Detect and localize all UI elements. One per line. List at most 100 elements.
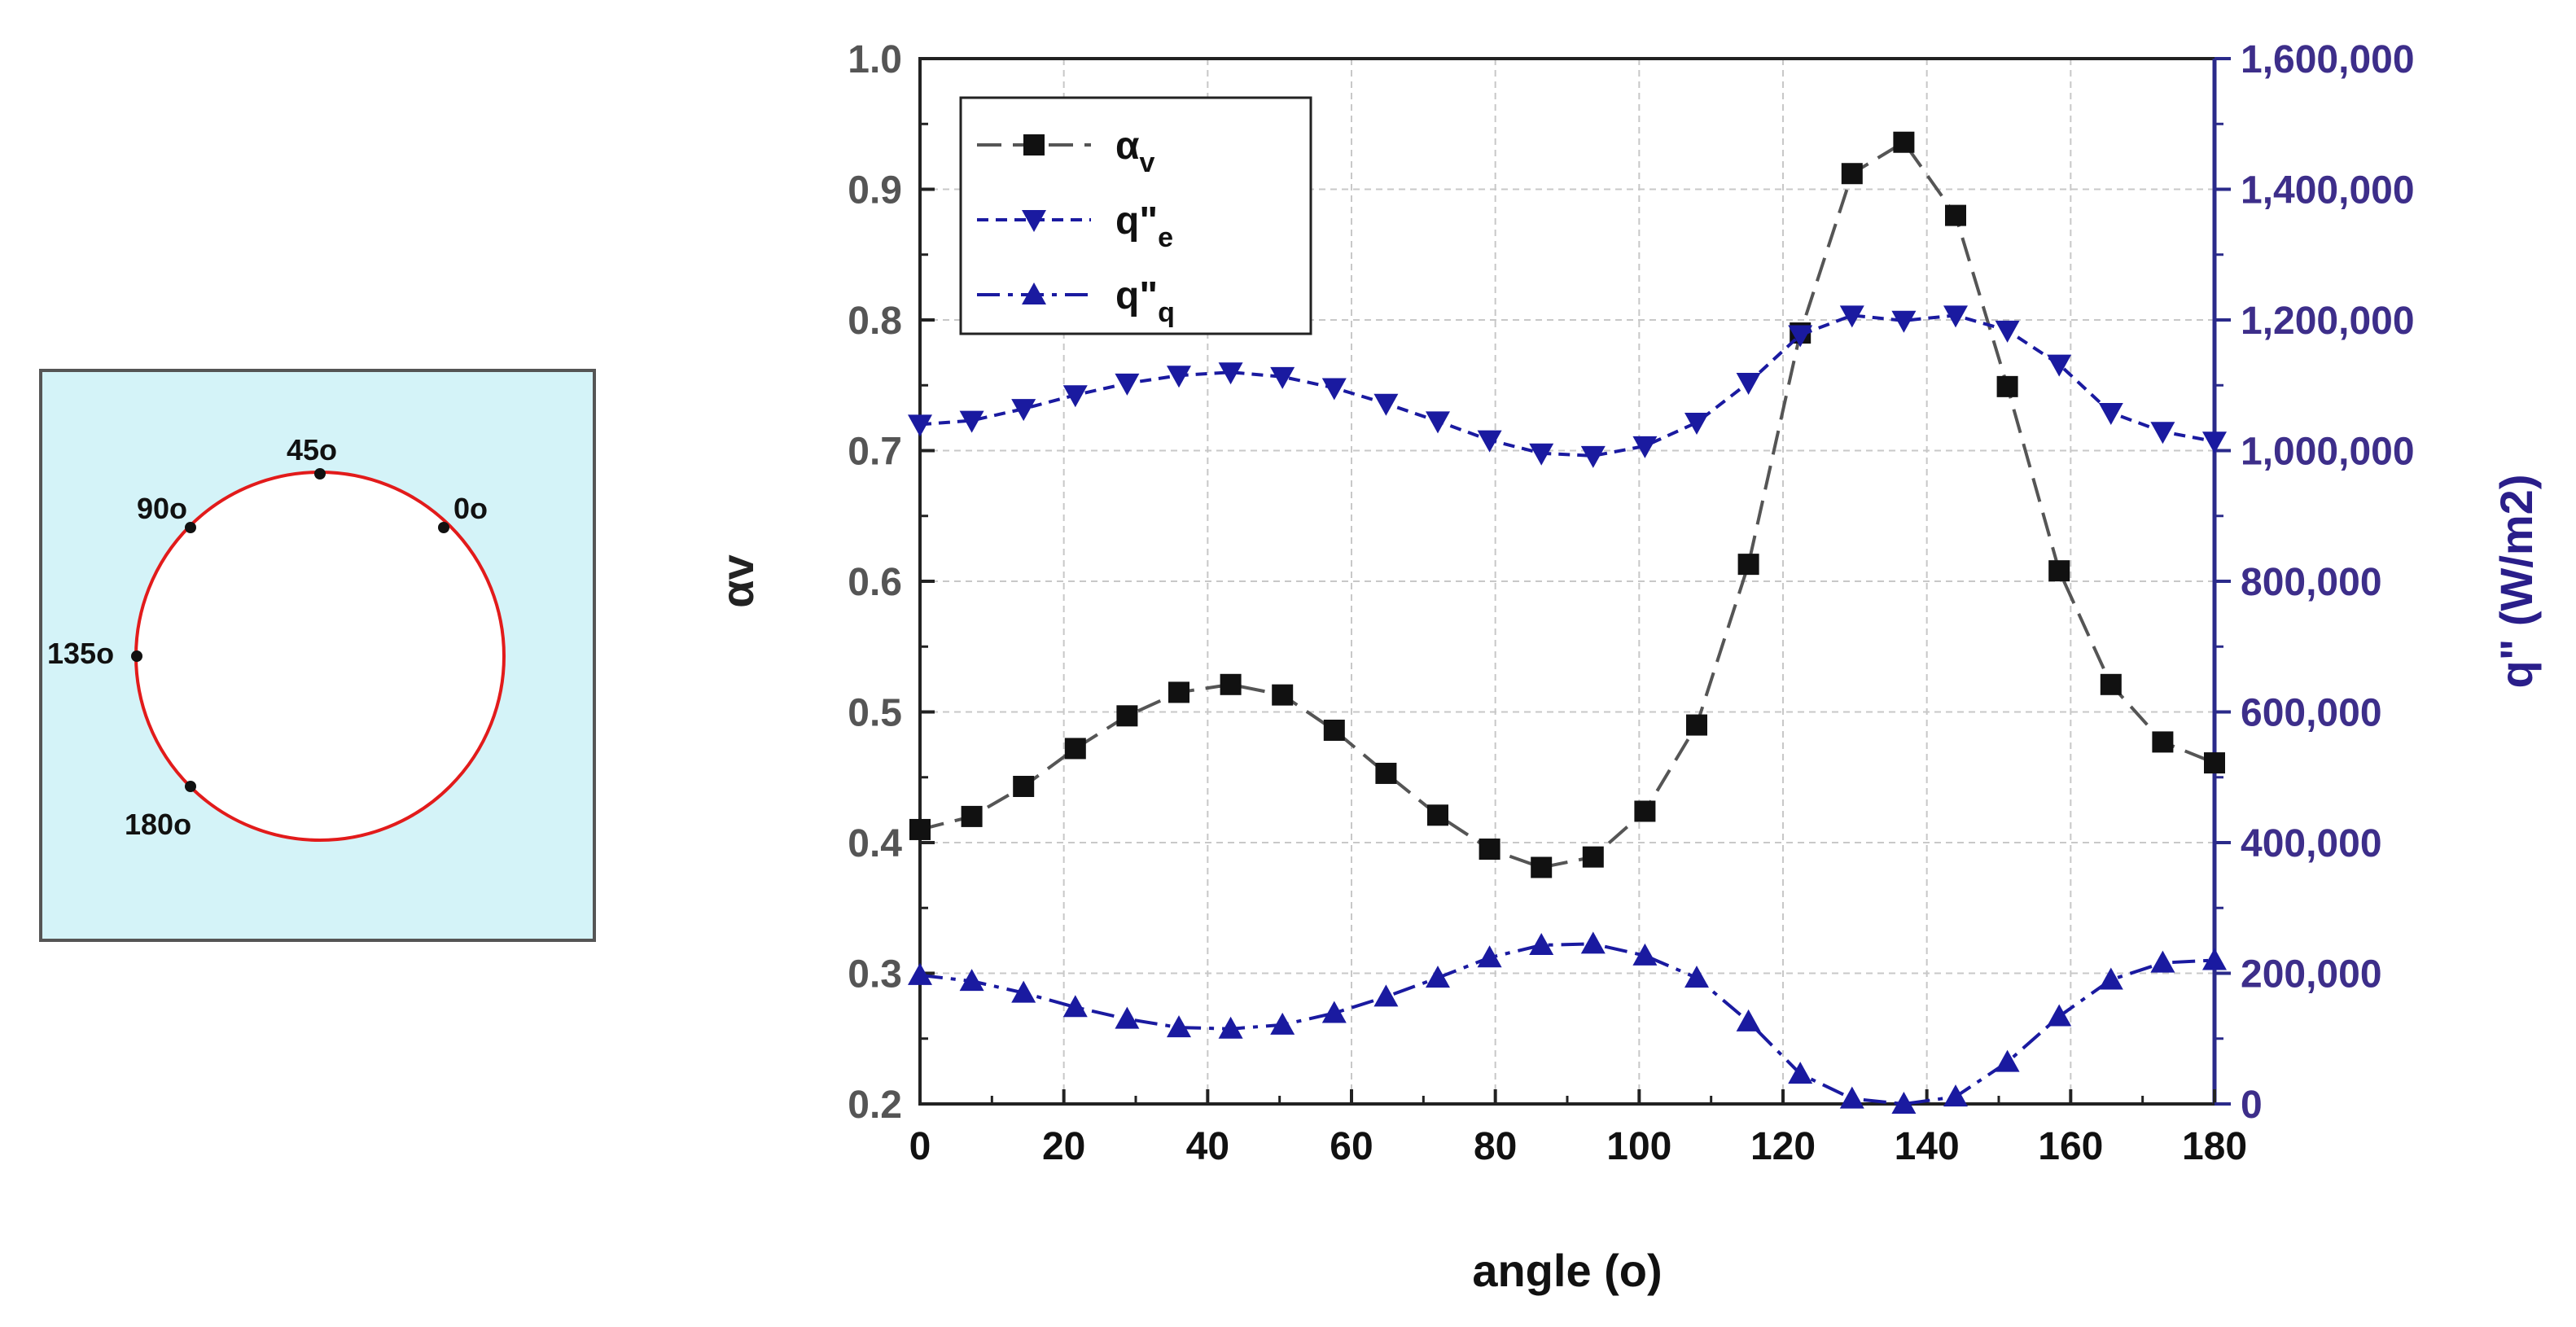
data-point [2100, 673, 2122, 695]
data-point [1167, 366, 1191, 388]
data-point [1582, 846, 1604, 868]
y-left-tick-label: 0.7 [848, 431, 902, 474]
data-point [1477, 430, 1502, 453]
x-axis-title: angle (o) [1472, 1245, 1662, 1296]
label-180: 180o [125, 808, 191, 841]
data-point [1943, 305, 1968, 328]
marker-dot-90 [185, 522, 196, 533]
data-point [2202, 948, 2227, 970]
data-point [1426, 411, 1450, 434]
data-point [1580, 445, 1606, 468]
legend-label: αv [1115, 125, 1155, 178]
label-90: 90o [137, 492, 187, 525]
x-tick-label: 20 [1042, 1125, 1085, 1168]
data-point [1891, 310, 1917, 333]
data-point [1218, 362, 1243, 385]
data-point [1062, 385, 1088, 408]
data-point [1686, 714, 1707, 736]
data-point [1064, 738, 1086, 760]
label-0: 0o [453, 492, 488, 525]
x-tick-label: 100 [1606, 1125, 1671, 1168]
data-point [1011, 980, 1036, 1003]
y-left-tick-label: 0.5 [848, 692, 902, 735]
marker-dot-45 [314, 468, 326, 480]
series-1 [908, 305, 2227, 468]
data-point [1839, 305, 1864, 328]
x-tick-label: 0 [909, 1125, 931, 1168]
data-point [961, 805, 983, 827]
y-right-tick-label: 1,200,000 [2241, 300, 2415, 343]
data-point [1270, 366, 1295, 389]
y-right-tick-label: 1,600,000 [2241, 38, 2415, 81]
y-left-tick-label: 0.6 [848, 561, 902, 604]
data-point [1427, 804, 1448, 826]
x-tick-label: 160 [2038, 1125, 2103, 1168]
data-point [1321, 1001, 1347, 1023]
y-left-tick-label: 0.3 [848, 953, 902, 996]
data-point [959, 410, 984, 433]
y-right-tick-label: 400,000 [2241, 822, 2382, 865]
series-line [919, 313, 2215, 458]
x-tick-label: 120 [1750, 1125, 1816, 1168]
data-point [1270, 1012, 1295, 1035]
legend-marker [1022, 282, 1046, 304]
data-point [1788, 325, 1813, 348]
series-layer [908, 131, 2227, 1114]
legend-label: q"e [1115, 199, 1173, 253]
data-point [909, 818, 931, 840]
data-point [1841, 163, 1863, 185]
y-right-axis-title: q" (W/m2) [2491, 475, 2542, 689]
data-point [1891, 1092, 1917, 1114]
data-point [1426, 966, 1450, 988]
y-right-tick-label: 200,000 [2241, 953, 2382, 996]
inset-diagram: 45o 90o 0o 135o 180o [39, 369, 596, 942]
data-point [2150, 422, 2175, 445]
x-tick-label: 80 [1474, 1125, 1517, 1168]
y-right-tick-label: 0 [2241, 1084, 2263, 1127]
data-point [1168, 681, 1189, 703]
data-point [1272, 684, 1294, 706]
marker-dot-180 [185, 781, 196, 792]
y-left-tick-label: 0.2 [848, 1084, 902, 1127]
data-point [1995, 1049, 2020, 1072]
y-left-tick-label: 0.4 [848, 822, 902, 865]
data-point [959, 969, 984, 992]
data-point [1996, 375, 2018, 397]
data-point [1373, 393, 1399, 416]
x-tick-label: 180 [2182, 1125, 2247, 1168]
series-line [919, 140, 2215, 869]
legend-item: q"q [977, 274, 1175, 328]
data-point [1479, 839, 1500, 861]
data-point [2047, 354, 2072, 377]
legend: αv q"e q"q [959, 96, 1312, 335]
data-point [1531, 856, 1553, 878]
data-point [1115, 373, 1140, 396]
data-point [1375, 762, 1397, 784]
data-point [2098, 967, 2123, 990]
data-point [1995, 320, 2020, 343]
data-point [1529, 443, 1554, 466]
data-point [2048, 560, 2070, 582]
data-point [1011, 399, 1036, 422]
data-point [1220, 673, 1242, 695]
y-right-tick-label: 1,400,000 [2241, 169, 2415, 212]
data-point [1116, 705, 1138, 727]
data-point [1684, 966, 1709, 988]
data-point [908, 962, 932, 985]
data-point [1529, 932, 1554, 955]
data-point [1632, 436, 1658, 458]
x-tick-label: 140 [1895, 1125, 1960, 1168]
legend-items: αv q"e q"q [977, 125, 1175, 328]
series-line [919, 942, 2215, 1106]
marker-dot-135 [131, 650, 142, 662]
data-point [1167, 1015, 1191, 1038]
data-point [908, 414, 932, 437]
y-left-tick-label: 1.0 [848, 38, 902, 81]
data-point [1634, 800, 1656, 822]
legend-item: q"e [977, 199, 1173, 253]
legend-label: q"q [1115, 274, 1175, 328]
data-point [1321, 378, 1347, 401]
y-left-tick-label: 0.9 [848, 169, 902, 212]
data-point [1945, 204, 1966, 226]
